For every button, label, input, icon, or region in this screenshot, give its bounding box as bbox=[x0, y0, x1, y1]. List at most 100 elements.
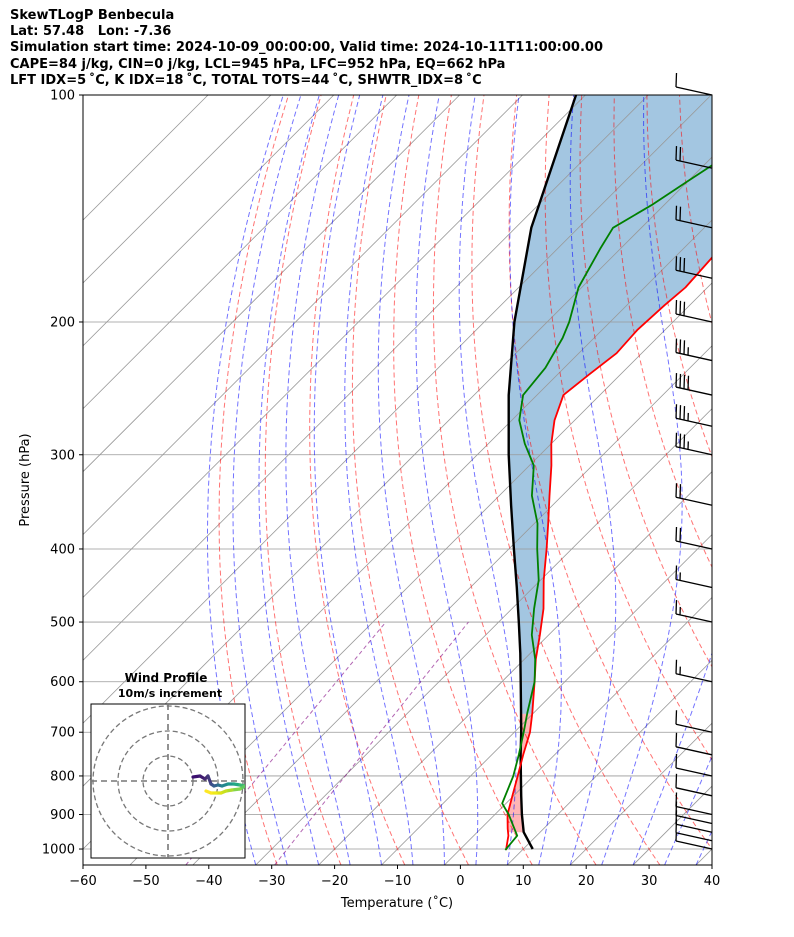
wind-barb-staff bbox=[675, 159, 713, 169]
wind-barb-staff bbox=[675, 840, 713, 850]
wind-barb bbox=[675, 373, 713, 396]
wind-barb-staff bbox=[675, 540, 713, 550]
x-tick-label: −40 bbox=[195, 874, 222, 889]
wind-barb bbox=[675, 832, 713, 850]
x-tick-label: −50 bbox=[132, 874, 159, 889]
dry-adiabat bbox=[432, 95, 597, 865]
dry-adiabat bbox=[544, 95, 712, 761]
y-tick-label: 900 bbox=[50, 808, 75, 823]
x-tick-label: 10 bbox=[515, 874, 532, 889]
x-tick-label: 0 bbox=[456, 874, 464, 889]
wind-barb-flag bbox=[679, 527, 682, 542]
moist-adiabat bbox=[664, 755, 712, 865]
parcel-profile-line bbox=[507, 95, 578, 850]
isotherm-gridline bbox=[759, 95, 794, 865]
wind-barb-flag bbox=[679, 300, 682, 315]
wind-barb bbox=[675, 299, 713, 323]
moist-adiabat bbox=[632, 651, 712, 865]
isotherm-gridline bbox=[83, 95, 649, 661]
wind-barb-flag bbox=[683, 374, 686, 389]
time-line: Simulation start time: 2024-10-09_00:00:… bbox=[10, 40, 603, 56]
dry-adiabat bbox=[393, 95, 533, 865]
isotherm-gridline bbox=[83, 95, 712, 724]
wind-barb-flag bbox=[679, 373, 682, 388]
x-tick-label: −10 bbox=[384, 874, 411, 889]
wind-barb-staff bbox=[675, 386, 713, 396]
wind-barb-flag bbox=[675, 773, 678, 788]
wind-barb bbox=[675, 404, 713, 427]
inset-ring bbox=[117, 730, 219, 832]
moist-adiabat bbox=[344, 95, 414, 865]
wind-barb-staff bbox=[675, 814, 713, 825]
wind-barb-flag bbox=[675, 732, 678, 747]
y-tick-label: 1000 bbox=[42, 843, 75, 858]
y-tick-label: 100 bbox=[50, 89, 75, 104]
wind-barb bbox=[675, 773, 713, 797]
wind-barb-flag bbox=[675, 659, 678, 674]
wind-barb-flag bbox=[683, 258, 686, 273]
wind-barb bbox=[675, 205, 713, 229]
wind-barb bbox=[675, 256, 713, 279]
isotherm-gridline bbox=[83, 95, 398, 410]
wind-barb bbox=[675, 146, 713, 169]
wind-barb bbox=[675, 753, 713, 777]
x-tick-label: 30 bbox=[641, 874, 658, 889]
wind-barb-flag bbox=[675, 256, 678, 271]
isotherm-gridline bbox=[318, 471, 712, 865]
wind-barb-staff bbox=[675, 219, 713, 229]
wind-barb-flag bbox=[679, 206, 682, 221]
wind-barb-flag bbox=[675, 432, 678, 447]
wind-barb bbox=[675, 483, 713, 506]
dewpoint-line bbox=[501, 164, 712, 851]
wind-barb-flag bbox=[675, 600, 678, 615]
isotherm-gridline bbox=[255, 408, 712, 865]
moist-adiabat bbox=[458, 95, 517, 865]
isotherm-gridline bbox=[83, 95, 335, 347]
wind-barb-flag bbox=[683, 301, 686, 316]
wind-barb-flag bbox=[675, 72, 678, 88]
y-axis-label: Pressure (hPa) bbox=[18, 433, 33, 526]
dry-adiabat bbox=[745, 95, 794, 865]
wind-barb bbox=[675, 600, 713, 623]
moist-adiabat bbox=[285, 95, 351, 865]
x-axis-label: Temperature (˚C) bbox=[340, 895, 453, 911]
wind-barb-staff bbox=[675, 313, 713, 323]
isotherm-gridline bbox=[507, 659, 712, 865]
wind-barb-flag bbox=[675, 299, 678, 315]
wind-barb-flag bbox=[675, 565, 678, 580]
inset-subtitle: 10m/s increment bbox=[118, 687, 222, 700]
isotherm-gridline bbox=[444, 596, 712, 865]
wind-barb-staff bbox=[675, 446, 713, 456]
wind-barb-staff bbox=[675, 351, 713, 362]
wind-barb-staff bbox=[675, 723, 713, 733]
location-line: Lat: 57.48 Lon: -7.36 bbox=[10, 24, 172, 40]
wind-barb-staff bbox=[675, 787, 713, 797]
y-tick-label: 600 bbox=[50, 675, 75, 690]
wind-barb-staff bbox=[675, 613, 713, 623]
wind-barb-flag bbox=[679, 146, 682, 161]
wind-barb bbox=[675, 732, 713, 756]
wind-barb bbox=[675, 710, 713, 733]
inset-title: Wind Profile bbox=[125, 671, 208, 685]
wind-barb-staff bbox=[675, 823, 713, 833]
moist-adiabat bbox=[258, 95, 320, 865]
wind-barb-staff bbox=[675, 578, 713, 589]
wind-barb-staff bbox=[675, 269, 713, 279]
wind-barb-flag bbox=[675, 792, 678, 807]
wind-barb-flag bbox=[679, 339, 682, 354]
indices-line: LFT IDX=5 ˚C, K IDX=18 ˚C, TOTAL TOTS=44… bbox=[10, 72, 482, 88]
wind-barb-flag bbox=[675, 373, 678, 388]
wind-barb bbox=[675, 526, 713, 550]
wind-barb-flag bbox=[675, 205, 678, 220]
wind-barb bbox=[675, 432, 713, 456]
isotherm-gridline bbox=[83, 95, 272, 284]
dry-adiabat bbox=[579, 95, 712, 668]
temperature-line bbox=[505, 256, 712, 851]
dry-adiabat bbox=[351, 95, 469, 865]
cape-line: CAPE=84 j/kg, CIN=0 j/kg, LCL=945 hPa, L… bbox=[10, 56, 506, 72]
moist-adiabat bbox=[415, 95, 479, 865]
wind-barb bbox=[675, 565, 713, 589]
dry-adiabat bbox=[508, 95, 712, 850]
wind-barb-flag bbox=[679, 433, 682, 448]
moist-adiabat bbox=[601, 95, 683, 865]
